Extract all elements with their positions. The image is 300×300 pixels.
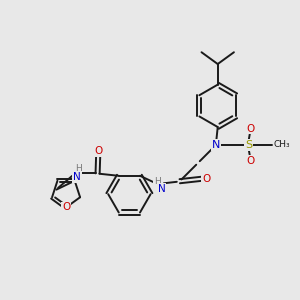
Text: N: N bbox=[158, 184, 165, 194]
Text: O: O bbox=[246, 124, 254, 134]
Text: N: N bbox=[212, 140, 220, 150]
Text: O: O bbox=[62, 202, 70, 212]
Text: O: O bbox=[94, 146, 102, 156]
Text: O: O bbox=[246, 156, 254, 166]
Text: CH₃: CH₃ bbox=[274, 140, 290, 149]
Text: N: N bbox=[73, 172, 80, 182]
Text: H: H bbox=[75, 164, 82, 173]
Text: S: S bbox=[245, 140, 252, 150]
Text: H: H bbox=[154, 177, 160, 186]
Text: O: O bbox=[202, 174, 210, 184]
